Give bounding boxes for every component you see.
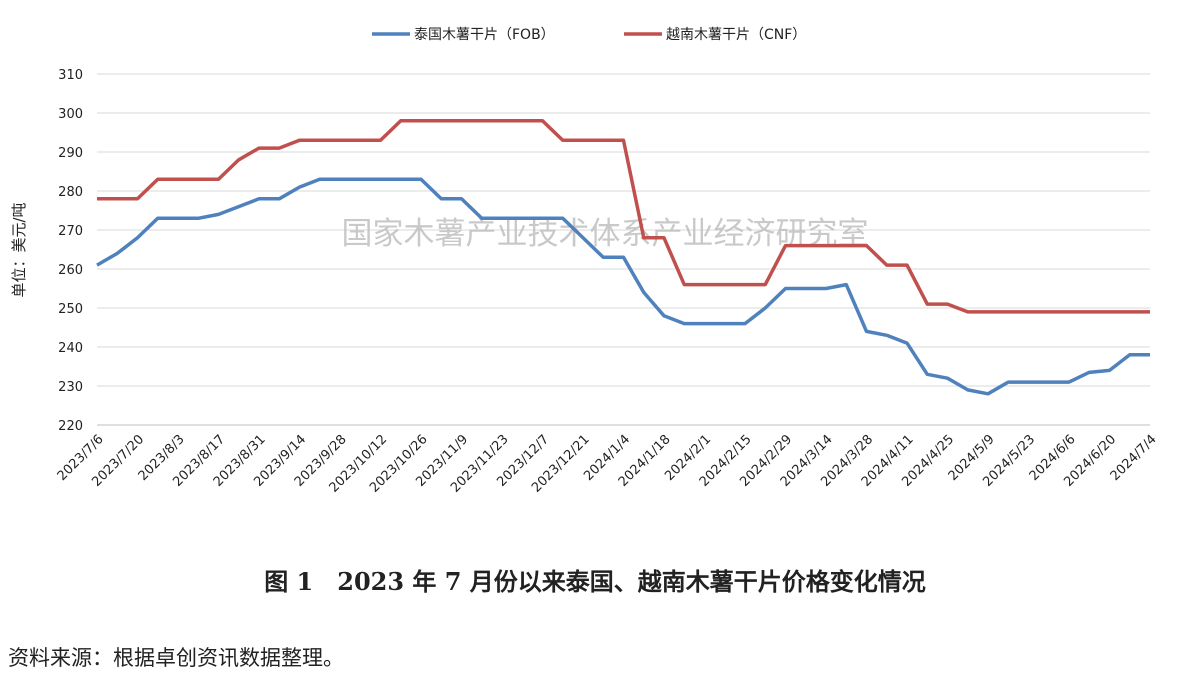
y-tick-label: 220 — [58, 419, 83, 434]
series-line — [97, 119, 1150, 314]
legend-label: 泰国木薯干片（FOB） — [414, 27, 555, 43]
y-tick-label: 280 — [58, 185, 83, 200]
y-tick-label: 240 — [58, 341, 83, 356]
y-tick-label: 250 — [58, 302, 83, 317]
legend-label: 越南木薯干片（CNF） — [666, 27, 806, 43]
y-axis-label: 单位：美元/吨 — [10, 202, 28, 297]
y-tick-label: 300 — [58, 107, 83, 122]
y-tick-label: 260 — [58, 263, 83, 278]
y-tick-label: 230 — [58, 380, 83, 395]
source: 资料来源：根据卓创资讯数据整理。 — [8, 646, 344, 670]
y-tick-label: 270 — [58, 224, 83, 239]
caption: 图 1 2023 年 7 月份以来泰国、越南木薯干片价格变化情况 — [264, 567, 926, 596]
y-tick-label: 310 — [58, 68, 83, 83]
watermark: 国家木薯产业技术体系产业经济研究室 — [342, 216, 869, 252]
y-tick-label: 290 — [58, 146, 83, 161]
series-line — [96, 177, 1150, 396]
